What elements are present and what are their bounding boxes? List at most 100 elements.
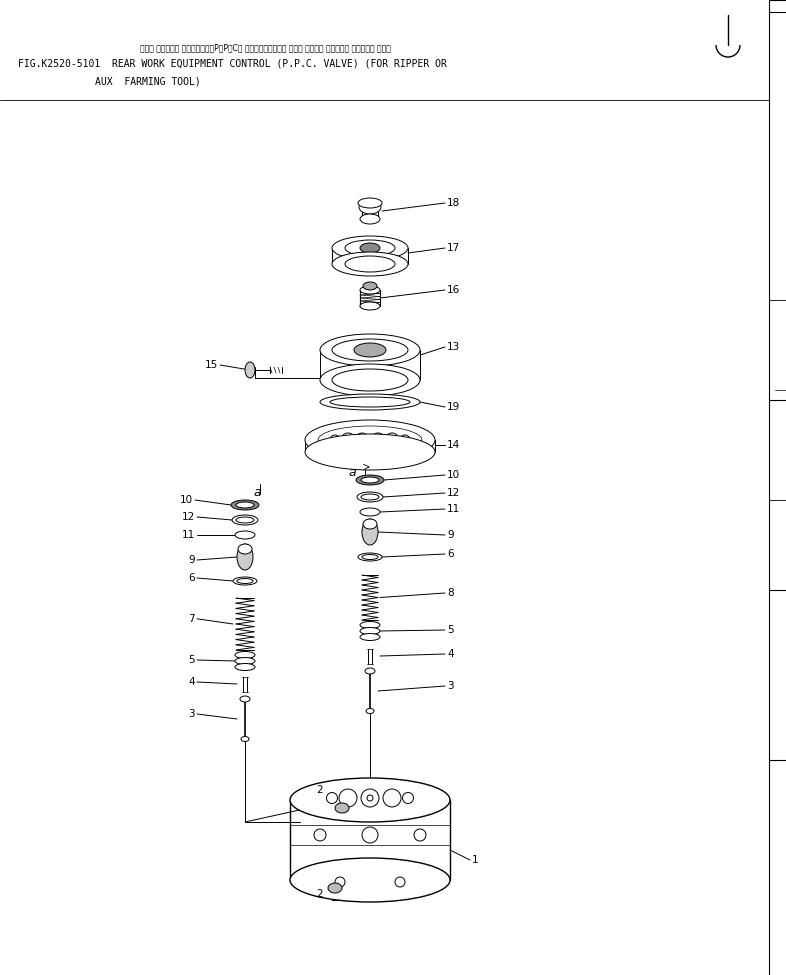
Circle shape	[414, 829, 426, 841]
Text: a: a	[348, 465, 355, 479]
Text: 10: 10	[180, 495, 193, 505]
Text: 12: 12	[182, 512, 195, 522]
Ellipse shape	[232, 515, 258, 525]
Circle shape	[367, 795, 373, 801]
Text: 9: 9	[189, 555, 195, 565]
Text: 18: 18	[447, 198, 461, 208]
Circle shape	[355, 433, 369, 447]
Ellipse shape	[328, 883, 342, 893]
Ellipse shape	[235, 664, 255, 671]
Text: 7: 7	[189, 614, 195, 624]
Ellipse shape	[360, 634, 380, 641]
Circle shape	[402, 793, 413, 803]
Ellipse shape	[357, 492, 383, 502]
Ellipse shape	[233, 577, 257, 585]
Circle shape	[383, 789, 401, 807]
Ellipse shape	[305, 434, 435, 470]
Ellipse shape	[363, 519, 377, 529]
Text: 6: 6	[189, 573, 195, 583]
Text: 19: 19	[447, 402, 461, 412]
Text: AUX  FARMING TOOL): AUX FARMING TOOL)	[95, 77, 200, 87]
Text: 17: 17	[447, 243, 461, 253]
Ellipse shape	[235, 651, 255, 658]
Ellipse shape	[362, 519, 378, 545]
Ellipse shape	[330, 397, 410, 407]
Ellipse shape	[332, 252, 408, 276]
Ellipse shape	[238, 544, 252, 554]
Text: a: a	[253, 486, 261, 498]
Text: 5: 5	[189, 655, 195, 665]
Ellipse shape	[332, 339, 408, 361]
Ellipse shape	[290, 858, 450, 902]
Circle shape	[361, 789, 379, 807]
Ellipse shape	[335, 803, 349, 813]
Text: リヤー サギヨウキ コントロール（P．P．C． バルブ）（リッパー マタハ ノウコウ サギヨウキ ソウチャク ヨウ）: リヤー サギヨウキ コントロール（P．P．C． バルブ）（リッパー マタハ ノウ…	[140, 44, 391, 53]
Text: 8: 8	[447, 588, 454, 598]
Circle shape	[400, 435, 410, 445]
Ellipse shape	[360, 302, 380, 310]
Ellipse shape	[237, 544, 253, 570]
Ellipse shape	[360, 214, 380, 224]
Ellipse shape	[360, 286, 380, 294]
Text: 9: 9	[447, 530, 454, 540]
Ellipse shape	[290, 778, 450, 822]
Ellipse shape	[332, 369, 408, 391]
Circle shape	[339, 789, 357, 807]
Ellipse shape	[245, 362, 255, 378]
Text: 6: 6	[447, 549, 454, 559]
Ellipse shape	[237, 578, 253, 583]
Ellipse shape	[356, 475, 384, 485]
Ellipse shape	[359, 200, 381, 214]
Text: 1: 1	[472, 855, 479, 865]
Text: 4: 4	[189, 677, 195, 687]
Ellipse shape	[360, 243, 380, 253]
Text: 2: 2	[317, 889, 323, 899]
Text: 3: 3	[189, 709, 195, 719]
Text: FIG.K2520-5101  REAR WORK EQUIPMENT CONTROL (P.P.C. VALVE) (FOR RIPPER OR: FIG.K2520-5101 REAR WORK EQUIPMENT CONTR…	[18, 58, 447, 68]
Circle shape	[314, 829, 326, 841]
Text: 14: 14	[447, 440, 461, 450]
Ellipse shape	[360, 621, 380, 629]
Text: 11: 11	[447, 504, 461, 514]
Text: 13: 13	[447, 342, 461, 352]
Text: 15: 15	[204, 360, 218, 370]
Ellipse shape	[362, 555, 378, 560]
Ellipse shape	[332, 236, 408, 260]
Ellipse shape	[366, 709, 374, 714]
Ellipse shape	[360, 628, 380, 635]
Ellipse shape	[363, 282, 377, 290]
Circle shape	[385, 433, 399, 447]
Ellipse shape	[231, 500, 259, 510]
Text: 3: 3	[447, 681, 454, 691]
Ellipse shape	[320, 394, 420, 410]
Text: 5: 5	[447, 625, 454, 635]
Text: 11: 11	[182, 530, 195, 540]
Ellipse shape	[360, 508, 380, 516]
Circle shape	[395, 877, 405, 887]
Ellipse shape	[240, 696, 250, 702]
Ellipse shape	[345, 240, 395, 256]
Circle shape	[371, 433, 385, 447]
Ellipse shape	[320, 334, 420, 366]
Ellipse shape	[358, 198, 382, 208]
Ellipse shape	[365, 668, 375, 674]
Ellipse shape	[236, 517, 254, 523]
Circle shape	[326, 793, 337, 803]
Ellipse shape	[361, 477, 379, 483]
Ellipse shape	[320, 364, 420, 396]
Ellipse shape	[236, 502, 254, 508]
Circle shape	[341, 433, 355, 447]
Circle shape	[330, 435, 340, 445]
Ellipse shape	[241, 736, 249, 742]
Text: 16: 16	[447, 285, 461, 295]
Ellipse shape	[235, 531, 255, 539]
Text: 2: 2	[317, 785, 323, 795]
Ellipse shape	[354, 343, 386, 357]
Circle shape	[362, 827, 378, 843]
Ellipse shape	[305, 420, 435, 460]
Text: 4: 4	[447, 649, 454, 659]
Text: 12: 12	[447, 488, 461, 498]
Circle shape	[335, 877, 345, 887]
Ellipse shape	[361, 494, 379, 500]
Text: 10: 10	[447, 470, 460, 480]
